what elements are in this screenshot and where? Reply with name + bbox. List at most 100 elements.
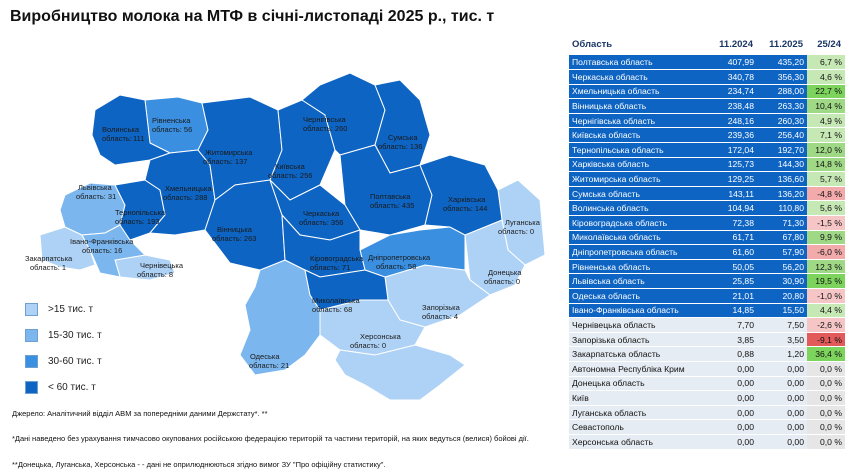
label-lvivska-unit: область: 31 <box>76 192 116 201</box>
row-change: 36,4 % <box>807 346 845 362</box>
label-sumska-unit: область: 136 <box>378 142 422 151</box>
label-lvivska: Львівська <box>78 183 112 192</box>
row-change: 4,4 % <box>807 303 845 319</box>
row-value-2024: 0,00 <box>707 376 757 392</box>
label-dnipropetrovska-unit: область: 58 <box>376 262 416 271</box>
row-value-2024: 407,99 <box>707 55 757 71</box>
region-kharkivska <box>419 154 503 236</box>
label-sumska: Сумська <box>388 133 418 142</box>
label-poltavska: Полтавська <box>370 192 411 201</box>
row-region: Житомирська область <box>569 171 707 187</box>
label-vinnytska: Вінницька <box>217 225 253 234</box>
row-region: Полтавська область <box>569 55 707 71</box>
label-cherkaska: Черкаська <box>303 209 340 218</box>
row-value-2025: 192,70 <box>757 142 807 158</box>
label-poltavska-unit: область: 435 <box>370 201 414 210</box>
label-zakarpatska-unit: область: 1 <box>30 263 66 272</box>
row-value-2024: 238,48 <box>707 98 757 114</box>
row-change: 19,5 % <box>807 273 845 289</box>
label-mykolaivska: Миколаївська <box>312 296 360 305</box>
row-value-2024: 0,88 <box>707 346 757 362</box>
label-zhytomyrska: Житомирська <box>205 148 253 157</box>
legend-item: 30-60 тис. т <box>25 355 102 368</box>
row-region: Рівненська область <box>569 259 707 275</box>
row-value-2024: 72,38 <box>707 215 757 231</box>
label-zaporizka: Запорізька <box>422 303 461 312</box>
row-change: 4,6 % <box>807 69 845 85</box>
label-khersonska-unit: область: 0 <box>350 341 386 350</box>
row-value-2024: 0,00 <box>707 405 757 421</box>
row-region: Тернопільська область <box>569 142 707 158</box>
row-change: 22,7 % <box>807 84 845 100</box>
row-region: Сумська область <box>569 186 707 202</box>
row-region: Закарпатська область <box>569 346 707 362</box>
row-value-2024: 340,78 <box>707 69 757 85</box>
legend-item: < 60 тис. т <box>25 381 102 394</box>
row-value-2025: 0,00 <box>757 390 807 406</box>
label-kirovohradska-unit: область: 71 <box>310 263 350 272</box>
row-value-2024: 0,00 <box>707 434 757 450</box>
region-crimea <box>334 344 466 401</box>
row-value-2025: 1,20 <box>757 346 807 362</box>
row-value-2024: 0,00 <box>707 419 757 435</box>
table-row: Полтавська область 407,99 435,20 6,7 % <box>569 55 845 71</box>
row-value-2024: 234,74 <box>707 84 757 100</box>
table-row: Київська область 239,36 256,40 7,1 % <box>569 127 845 144</box>
row-region: Севастополь <box>569 419 707 435</box>
legend-label: 15-30 тис. т <box>48 330 102 341</box>
row-value-2025: 256,40 <box>757 127 807 144</box>
legend-swatch <box>25 355 38 368</box>
legend-label: 30-60 тис. т <box>48 356 102 367</box>
row-value-2025: 30,90 <box>757 273 807 289</box>
row-change: 12,0 % <box>807 142 845 158</box>
row-change: 10,4 % <box>807 98 845 114</box>
row-change: -4,8 % <box>807 186 845 202</box>
label-kharkivska-unit: область: 144 <box>443 204 487 213</box>
table-row: Волинська область 104,94 110,80 5,6 % <box>569 200 845 217</box>
label-zakarpatska: Закарпатська <box>25 254 73 263</box>
row-value-2025: 263,30 <box>757 98 807 114</box>
label-luhanska: Луганська <box>505 218 541 227</box>
region-sumska <box>374 79 431 174</box>
row-change: 12,3 % <box>807 259 845 275</box>
row-value-2024: 50,05 <box>707 259 757 275</box>
row-value-2024: 25,85 <box>707 273 757 289</box>
table-row: Херсонська область 0,00 0,00 0,0 % <box>569 434 845 450</box>
row-value-2024: 14,85 <box>707 303 757 319</box>
row-region: Кіровоградська область <box>569 215 707 231</box>
table-row: Донецька область 0,00 0,00 0,0 % <box>569 376 845 392</box>
ukraine-map: Волинська область: 111 Рівненська област… <box>25 72 545 401</box>
row-value-2025: 435,20 <box>757 55 807 71</box>
label-donetska-unit: область: 0 <box>484 277 520 286</box>
row-value-2024: 248,16 <box>707 113 757 129</box>
table-row: Харківська область 125,73 144,30 14,8 % <box>569 157 845 173</box>
row-value-2024: 129,25 <box>707 171 757 187</box>
row-region: Запорізька область <box>569 332 707 348</box>
label-cherkaska-unit: область: 356 <box>299 218 343 227</box>
row-change: 0,0 % <box>807 390 845 406</box>
row-change: 0,0 % <box>807 376 845 392</box>
label-odeska: Одеська <box>250 352 280 361</box>
row-region: Чернівецька область <box>569 317 707 333</box>
row-value-2024: 172,04 <box>707 142 757 158</box>
table-row: Рівненська область 50,05 56,20 12,3 % <box>569 259 845 275</box>
label-ternopilska: Тернопільська <box>115 208 166 217</box>
row-region: Миколаївська область <box>569 230 707 246</box>
row-value-2025: 136,60 <box>757 171 807 187</box>
row-change: -9,1 % <box>807 332 845 348</box>
row-value-2024: 61,71 <box>707 230 757 246</box>
row-change: 0,0 % <box>807 405 845 421</box>
label-luhanska-unit: область: 0 <box>498 227 534 236</box>
row-value-2025: 136,20 <box>757 186 807 202</box>
region-ivano-frankivska <box>81 224 147 278</box>
table-row: Севастополь 0,00 0,00 0,0 % <box>569 419 845 435</box>
table-row: Черкаська область 340,78 356,30 4,6 % <box>569 69 845 85</box>
row-value-2025: 7,50 <box>757 317 807 333</box>
source-note: Джерело: Аналітичний відділ АВМ за попер… <box>12 409 268 418</box>
row-value-2024: 21,01 <box>707 288 757 304</box>
map-legend: >15 тис. т 15-30 тис. т 30-60 тис. т < 6… <box>25 303 102 407</box>
row-change: 14,8 % <box>807 157 845 173</box>
label-donetska: Донецька <box>488 268 522 277</box>
label-khersonska: Херсонська <box>360 332 402 341</box>
row-value-2025: 56,20 <box>757 259 807 275</box>
